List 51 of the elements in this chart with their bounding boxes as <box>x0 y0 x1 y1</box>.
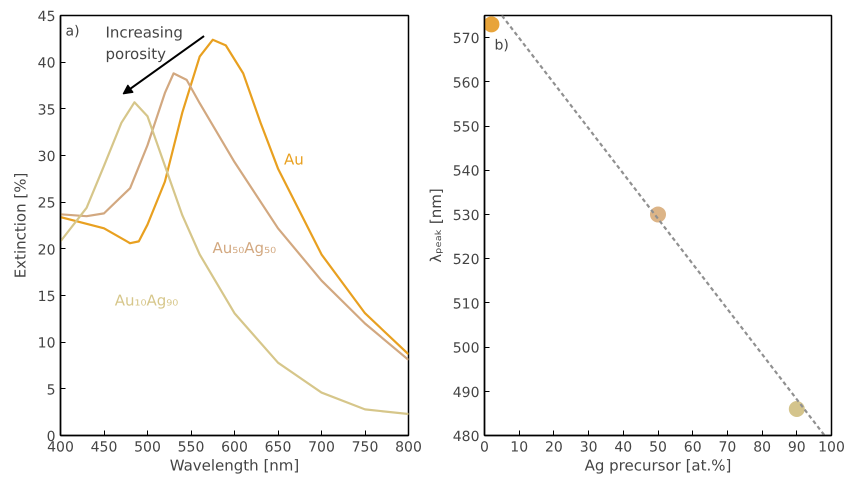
x-tick-label: 20 <box>544 440 563 456</box>
y-tick-label: 25 <box>38 196 56 212</box>
text: Au₁₀Ag₉₀ <box>114 291 178 310</box>
x-tick-label: 60 <box>684 440 702 456</box>
y-axis-title: λₚₑₐₖ [nm] <box>426 188 445 263</box>
x-tick-label: 550 <box>178 440 204 456</box>
y-tick-label: 10 <box>38 336 56 352</box>
x-tick-label: 90 <box>788 440 806 456</box>
series-label: Au₅₀Ag₅₀ <box>212 239 276 258</box>
y-tick-label: 20 <box>38 242 56 258</box>
x-tick-label: 800 <box>395 440 422 456</box>
y-tick-label: 550 <box>452 120 480 136</box>
x-tick-label: 600 <box>221 440 248 456</box>
y-tick-label: 30 <box>38 149 56 165</box>
point <box>788 400 805 417</box>
x-tick-label: 70 <box>718 440 736 456</box>
x-tick-label: 40 <box>614 440 632 456</box>
y-tick-label: 40 <box>38 56 56 72</box>
x-tick-label: 10 <box>510 440 528 456</box>
y-tick-label: 570 <box>452 31 480 48</box>
annotation: a) <box>66 24 80 40</box>
x-tick-label: 30 <box>580 440 598 456</box>
y-tick-label: 560 <box>452 75 480 92</box>
x-axis-title: Ag precursor [at.%] <box>584 456 732 474</box>
y-axis-title: Extinction [%] <box>12 172 30 278</box>
y-tick-label: 480 <box>452 429 480 445</box>
point <box>650 206 666 222</box>
y-tick-label: 520 <box>452 252 480 268</box>
x-tick-label: 650 <box>264 440 292 456</box>
y-tick-label: 530 <box>452 208 480 224</box>
y-tick-label: 510 <box>452 296 480 312</box>
annotation: Increasing porosity <box>106 24 183 64</box>
y-tick-label: 45 <box>38 9 56 25</box>
series-label: Au <box>284 150 304 169</box>
y-tick-label: 15 <box>38 289 56 305</box>
line-series <box>60 101 408 416</box>
x-tick-label: 750 <box>352 440 378 456</box>
y-tick-label: 500 <box>452 340 480 357</box>
annotation: b) <box>494 38 509 54</box>
x-tick-label: 450 <box>90 440 118 456</box>
y-tick-label: 5 <box>46 382 56 398</box>
x-tick-label: 500 <box>134 440 161 456</box>
y-tick-label: 35 <box>38 102 56 118</box>
x-tick-label: 100 <box>818 440 845 456</box>
x-tick-label: 50 <box>649 440 667 456</box>
y-tick-label: 490 <box>452 384 480 401</box>
x-tick-label: 700 <box>308 440 335 456</box>
y-tick-label: 540 <box>452 164 480 180</box>
x-axis-title: Wavelength [nm] <box>170 456 300 474</box>
point <box>484 16 500 32</box>
x-tick-label: 80 <box>753 440 772 456</box>
